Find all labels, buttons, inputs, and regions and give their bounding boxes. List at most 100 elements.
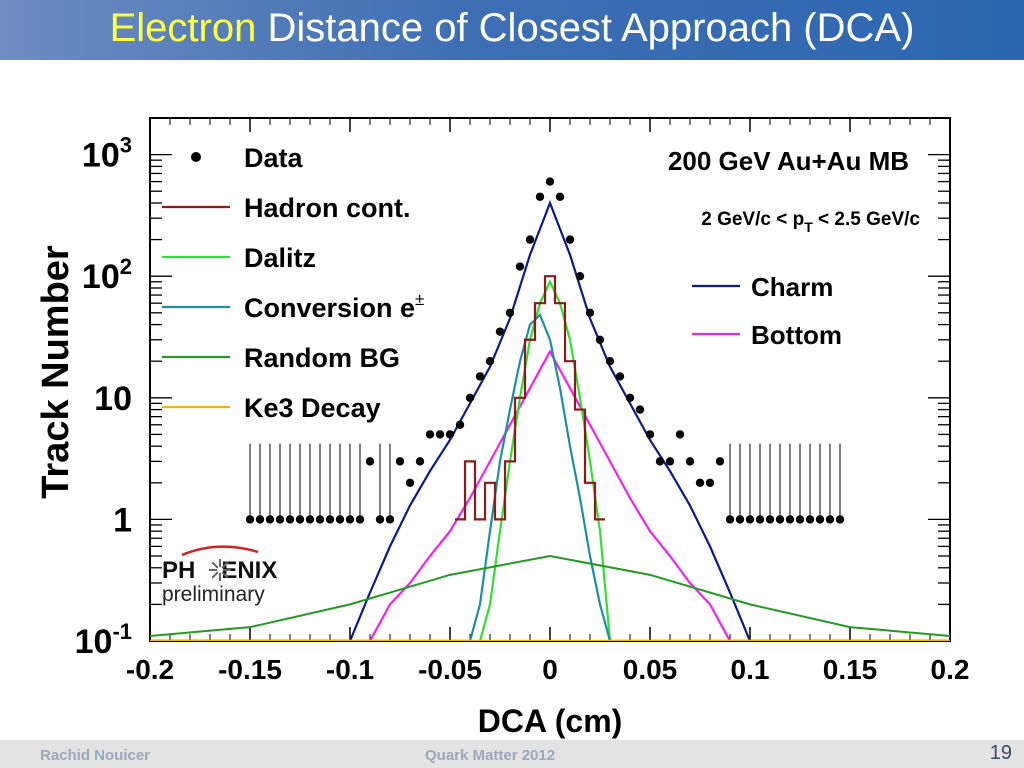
phenix-sun-icon — [209, 559, 231, 581]
title-rest: Distance of Closest Approach (DCA) — [256, 6, 915, 50]
data-point — [545, 177, 555, 186]
preliminary-label: preliminary — [162, 583, 265, 606]
x-tick-label: -0.15 — [218, 654, 282, 685]
data-point — [285, 515, 295, 524]
x-tick-label: 0.1 — [731, 654, 770, 685]
annotation-energy: 200 GeV Au+Au MB — [668, 146, 909, 176]
y-tick-label: 1 — [113, 501, 132, 539]
data-point — [375, 515, 385, 524]
x-tick-label: -0.1 — [326, 654, 374, 685]
phenix-logo-swoosh — [181, 545, 259, 557]
y-tick-exp: -1 — [112, 619, 132, 644]
data-point — [555, 192, 565, 201]
data-point — [535, 192, 545, 201]
data-point — [575, 272, 585, 281]
data-point — [625, 393, 635, 403]
footer-conference: Quark Matter 2012 — [425, 747, 556, 764]
legend-label-right: Bottom — [751, 320, 842, 350]
phenix-sun-ray — [221, 571, 229, 579]
data-point — [255, 515, 265, 524]
data-point — [815, 515, 825, 524]
x-tick-label: -0.05 — [418, 654, 482, 685]
legend-label: Data — [244, 143, 304, 173]
legend-label-right: Charm — [751, 272, 833, 302]
data-point — [715, 457, 725, 466]
data-point — [765, 515, 775, 524]
y-tick-exp: 3 — [120, 133, 132, 158]
data-point — [335, 515, 345, 524]
data-point — [305, 515, 315, 524]
data-point — [775, 515, 785, 524]
legend-label-base: Conversion e — [244, 293, 415, 323]
data-point — [445, 430, 455, 439]
data-point — [645, 430, 655, 439]
data-point — [825, 515, 835, 524]
data-point — [415, 457, 425, 466]
data-point — [275, 515, 285, 524]
y-axis-title: Track Number — [35, 245, 77, 499]
dca-chart: -0.2 -0.15 -0.1 -0.05 0 0.05 0.1 0.15 0.210-1110… — [35, 117, 970, 739]
y-tick-exp: 2 — [120, 254, 132, 279]
data-point — [805, 515, 815, 524]
data-point — [245, 515, 255, 524]
legend-label: Dalitz — [244, 243, 316, 273]
data-point — [585, 308, 595, 318]
legend-label: Hadron cont. — [244, 193, 411, 223]
x-tick-label: 0 — [542, 654, 558, 685]
series-line-conversion-e — [150, 313, 950, 641]
series-line-random-bg — [150, 554, 950, 637]
legend-label: Conversion e± — [244, 290, 424, 323]
data-point — [635, 405, 645, 414]
data-point — [345, 515, 355, 524]
annotation-pt-sub: T — [804, 219, 813, 235]
y-tick-label: 10 — [94, 380, 132, 418]
footer-bar: Rachid Nouicer Quark Matter 2012 19 — [0, 740, 1024, 768]
series-line-bottom — [150, 349, 950, 641]
legend-label: Ke3 Decay — [244, 393, 381, 423]
plot-area — [150, 177, 950, 641]
data-point — [475, 372, 485, 381]
x-tick-label: 0.2 — [931, 654, 970, 685]
data-point — [455, 420, 465, 429]
data-point — [365, 457, 375, 466]
data-point — [605, 356, 615, 366]
slide-title: Electron Distance of Closest Approach (D… — [0, 6, 1024, 51]
legend-label: Random BG — [244, 343, 400, 373]
data-point — [695, 478, 705, 487]
title-highlight: Electron — [109, 6, 257, 50]
data-point — [385, 515, 395, 524]
data-point — [735, 515, 745, 524]
x-tick-label: 0.15 — [823, 654, 878, 685]
phenix-sun-ray — [211, 571, 219, 579]
data-point — [655, 457, 665, 466]
annotation-pt-part: 2 GeV/c < p — [701, 209, 804, 230]
data-point — [705, 478, 715, 487]
data-point — [675, 430, 685, 439]
annotation-pt-part: < 2.5 GeV/c — [813, 209, 921, 230]
phenix-sun-ray — [221, 561, 229, 569]
data-point — [505, 308, 515, 318]
data-point — [325, 515, 335, 524]
x-axis-title: DCA (cm) — [478, 703, 623, 739]
data-point — [595, 335, 605, 344]
data-point — [315, 515, 325, 524]
data-point — [495, 327, 505, 336]
data-point — [835, 515, 845, 524]
data-point — [525, 235, 535, 244]
data-point — [435, 430, 445, 439]
data-point — [515, 262, 525, 271]
data-point — [565, 235, 575, 244]
data-point — [295, 515, 305, 524]
x-tick-label: 0.05 — [623, 654, 678, 685]
title-bar: Electron Distance of Closest Approach (D… — [0, 0, 1024, 60]
data-point — [405, 478, 415, 487]
data-point — [425, 430, 435, 439]
legend-marker-data — [191, 152, 201, 162]
annotation-pt: 2 GeV/c < pT < 2.5 GeV/c — [701, 209, 920, 235]
data-point — [265, 515, 275, 524]
data-point — [785, 515, 795, 524]
page-number: 19 — [989, 742, 1012, 764]
data-point — [685, 457, 695, 466]
data-point — [665, 457, 675, 466]
x-tick-label: -0.2 — [126, 654, 174, 685]
